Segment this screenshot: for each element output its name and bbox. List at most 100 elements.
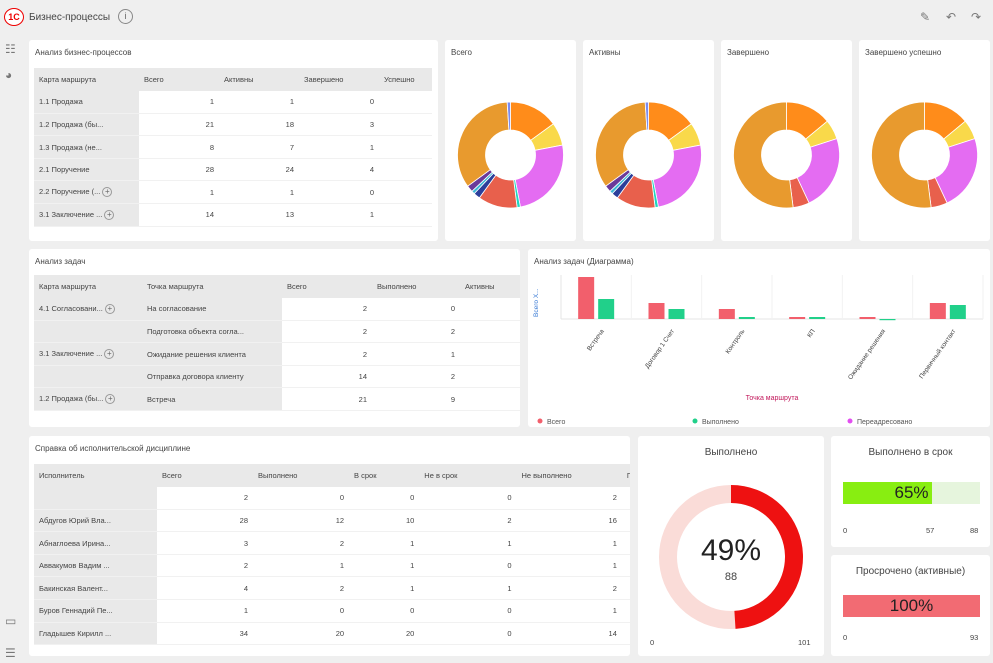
table-cell [460,365,520,389]
palette-icon[interactable]: ◕ [5,68,13,82]
bar-total[interactable] [789,317,806,319]
table-cell: 1 [516,531,622,555]
settings-icon[interactable]: ☰ [5,646,16,660]
table-row[interactable]: Аввакумов Вадим ... 2 1 1 0 1 [34,554,630,578]
donut-title: Активны [589,48,621,57]
column-header[interactable]: Проср [621,464,630,487]
table-cell: 2 [282,342,372,366]
column-header[interactable]: Не в срок [419,464,517,487]
column-header[interactable]: Точка маршрута [142,275,282,298]
table-cell: 14 [282,365,372,389]
donut-chart [733,101,840,209]
y-axis-label: Всего Х... [533,288,540,317]
table-row[interactable]: 2.1 Поручение 28 24 4 [34,158,432,182]
column-header[interactable]: Завершено [299,68,379,91]
table-row[interactable]: 1.1 Продажа 1 1 0 [34,90,432,114]
table-cell [621,622,630,646]
overdue-title: Просрочено (активные) [855,566,966,577]
table-row[interactable]: 4.1 Согласовани... + На согласование 2 0 [34,297,520,321]
table-cell: 4 [299,158,379,182]
bar-done[interactable] [949,305,966,319]
donut-slice[interactable] [506,101,511,131]
legend-label[interactable]: Переадресовано [857,419,912,426]
table-row[interactable]: Абдугов Юрий Вла... 28 12 10 2 16 [34,509,630,533]
done-gauge-panel: Выполнено 49% 88 0 101 [638,436,824,656]
table-cell: 12 [253,509,350,533]
redo-icon[interactable]: ↷ [971,10,982,24]
legend-label[interactable]: Всего [547,419,565,426]
bar-total[interactable] [648,303,665,319]
legend-label[interactable]: Выполнено [702,419,739,426]
donut-slice[interactable] [644,101,649,131]
column-header[interactable]: Всего [282,275,372,298]
table-row[interactable]: Бакинская Валент... 4 2 1 1 2 [34,576,630,601]
table-row[interactable]: 3.1 Заключение ... +14 13 1 [34,203,432,227]
gauge-fill [730,485,803,629]
table-row[interactable]: Буров Геннадий Пе... 1 0 0 0 1 [34,599,630,623]
donut-slice[interactable] [733,101,794,209]
bar-total[interactable] [859,317,876,319]
table-cell: 14 [139,203,219,227]
table-row[interactable]: 1.2 Продажа (бы... + Встреча 21 9 [34,387,520,412]
x-tick-label: Договор 1 Счет [644,328,676,370]
column-header[interactable]: Всего [139,68,219,91]
chat-icon[interactable]: ▭ [5,614,17,628]
bar-total[interactable] [929,303,946,319]
table-row[interactable]: 1.2 Продажа (бы... 21 18 3 [34,113,432,137]
column-header[interactable]: Успешно [379,68,432,91]
edit-icon[interactable]: ✎ [920,10,931,24]
donut-slice[interactable] [595,101,648,187]
table-cell: 8 [139,135,219,159]
donut-slice[interactable] [871,101,932,209]
expand-icon[interactable]: + [105,394,116,405]
column-header[interactable]: Исполнитель [34,464,157,487]
bar-done[interactable] [809,317,826,319]
column-header[interactable]: Карта маршрута [34,68,139,91]
donut-chart [871,101,978,209]
expand-icon[interactable]: + [104,303,115,314]
table-row[interactable]: 2.2 Поручение (... +1 1 0 [34,180,432,205]
filter-icon[interactable]: ☷ [5,42,16,56]
table-cell [460,320,520,344]
bar-total[interactable] [718,309,735,319]
column-header[interactable]: Выполнено [253,464,350,487]
column-header[interactable]: Активны [460,275,520,298]
done-gauge-title: Выполнено [704,447,758,458]
column-header[interactable]: Активны [219,68,299,91]
donut-panel: Активны [583,40,714,241]
table-row[interactable]: Отправка договора клиенту 14 2 [34,365,520,389]
bar-done[interactable] [668,309,685,319]
column-header[interactable]: В срок [349,464,420,487]
donut-slice[interactable] [457,101,510,187]
column-header[interactable]: Карта маршрута [34,275,142,298]
table-cell: 2 [516,486,622,510]
bar-done[interactable] [738,317,755,319]
ontime-progress-fill [843,482,933,504]
undo-icon[interactable]: ↶ [946,10,957,24]
table-row[interactable]: 1.3 Продажа (не... 8 7 1 [34,135,432,159]
table-cell [379,90,432,114]
table-cell: 1 [219,180,299,205]
column-header[interactable]: Не выполнено [516,464,622,487]
bar-done[interactable] [598,299,615,319]
table-row[interactable]: 3.1 Заключение ... + Ожидание решения клие… [34,342,520,366]
column-header[interactable]: Выполнено [372,275,460,298]
bar-total[interactable] [578,277,595,319]
expand-icon[interactable]: + [104,349,115,360]
info-icon[interactable]: i [118,9,133,24]
table-cell [621,554,630,578]
donut-slice[interactable] [652,144,702,208]
table-cell: 10 [349,509,420,533]
table-row[interactable]: Абнаглоева Ирина... 3 2 1 1 1 [34,531,630,555]
expand-icon[interactable]: + [102,187,113,198]
table-row[interactable]: Подготовка объекта согла... 2 2 [34,320,520,344]
task-analysis-panel: Анализ задач Карта маршрута Точка маршрут… [29,249,520,427]
executor-name: Абнаглоева Ирина... [34,531,157,555]
table-row[interactable]: Гладышев Кирилл ... 34 20 20 0 14 [34,622,630,646]
bar-done[interactable] [879,319,896,321]
column-header[interactable]: Всего [156,464,253,487]
donut-slice[interactable] [514,144,564,208]
expand-icon[interactable]: + [104,209,115,220]
table-cell: 14 [516,622,622,646]
